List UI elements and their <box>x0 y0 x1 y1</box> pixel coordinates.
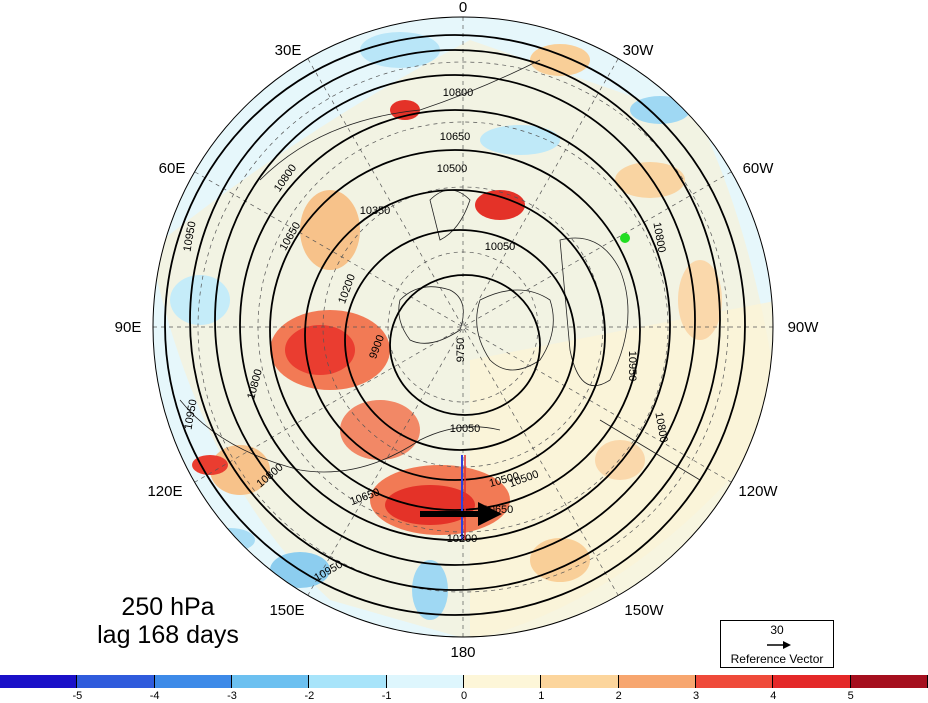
green-marker <box>620 233 630 243</box>
contour-label: 10950 <box>181 220 198 252</box>
reference-vector-magnitude: 30 <box>770 623 784 637</box>
colorbar-label: 0 <box>460 690 468 702</box>
colorbar-segment <box>154 675 232 688</box>
colorbar-label: -2 <box>304 690 315 702</box>
colorbar-label: -1 <box>381 690 392 702</box>
contour-label: 10350 <box>360 205 391 217</box>
lon-label-60w: 60W <box>743 160 775 177</box>
contour-label: 10800 <box>652 411 669 443</box>
colorbar-label: -5 <box>72 690 83 702</box>
reference-vector-label: Reference Vector <box>730 652 824 666</box>
colorbar-segment <box>618 675 696 688</box>
contour-label: 9750 <box>455 338 467 362</box>
contour-label: 10650 <box>440 131 471 143</box>
colorbar-segment <box>541 675 619 688</box>
contour-label: 10050 <box>485 241 516 253</box>
lon-label-120w: 120W <box>738 483 778 500</box>
colorbar-label: 1 <box>538 690 545 702</box>
contour-label: 10950 <box>626 351 638 382</box>
colorbar-segment <box>309 675 387 688</box>
colorbar-segment <box>773 675 851 688</box>
contour-label: 10050 <box>450 423 481 435</box>
colorbar-label: 2 <box>615 690 622 702</box>
colorbar-segment <box>0 675 78 688</box>
colorbar-label: -4 <box>149 690 160 702</box>
lon-label-150w: 150W <box>624 602 664 619</box>
colorbar-segment <box>386 675 464 688</box>
colorbar-segment <box>464 675 542 688</box>
contour-label: 10200 <box>447 533 478 545</box>
longitude-labels: 0 30W 60W 90W 120W 150W 180 150E 120E 90… <box>115 0 820 661</box>
colorbar-label: 4 <box>770 690 777 702</box>
lon-label-0: 0 <box>459 0 467 16</box>
title-level: 250 hPa <box>121 593 215 621</box>
contour-label: 10650 <box>483 504 514 516</box>
colorbar-segment <box>696 675 774 688</box>
plot-title: 250 hPa lag 168 days <box>68 593 268 649</box>
lon-label-90e: 90E <box>115 319 142 336</box>
colorbar-label: -3 <box>227 690 237 702</box>
colorbar-segment <box>232 675 310 688</box>
contour-label: 10500 <box>437 163 468 175</box>
colorbar-label: 3 <box>692 690 700 702</box>
height-contours <box>164 34 746 616</box>
reference-vector-box: 30 Reference Vector <box>720 620 834 668</box>
lon-label-60e: 60E <box>159 160 186 177</box>
contour-label: 10950 <box>182 398 199 430</box>
colorbar: -5 -4 -3 -2 -1 0 1 2 3 4 5 <box>0 675 928 703</box>
lon-label-30e: 30E <box>275 42 302 59</box>
lon-label-30w: 30W <box>623 42 655 59</box>
lon-label-150e: 150E <box>269 602 304 619</box>
reference-arrow-icon <box>767 641 791 649</box>
colorbar-segment <box>77 675 155 688</box>
wind-arrow-large <box>420 502 502 526</box>
colorbar-segment <box>850 675 928 688</box>
disk-outline <box>152 16 774 638</box>
contour-label: 10800 <box>650 221 667 253</box>
title-lag: lag 168 days <box>97 621 239 649</box>
colorbar-label: 5 <box>847 690 854 702</box>
lon-label-90w: 90W <box>788 319 820 336</box>
lon-label-180: 180 <box>450 644 475 661</box>
lon-label-120e: 120E <box>147 483 182 500</box>
contour-label: 10800 <box>443 87 474 99</box>
